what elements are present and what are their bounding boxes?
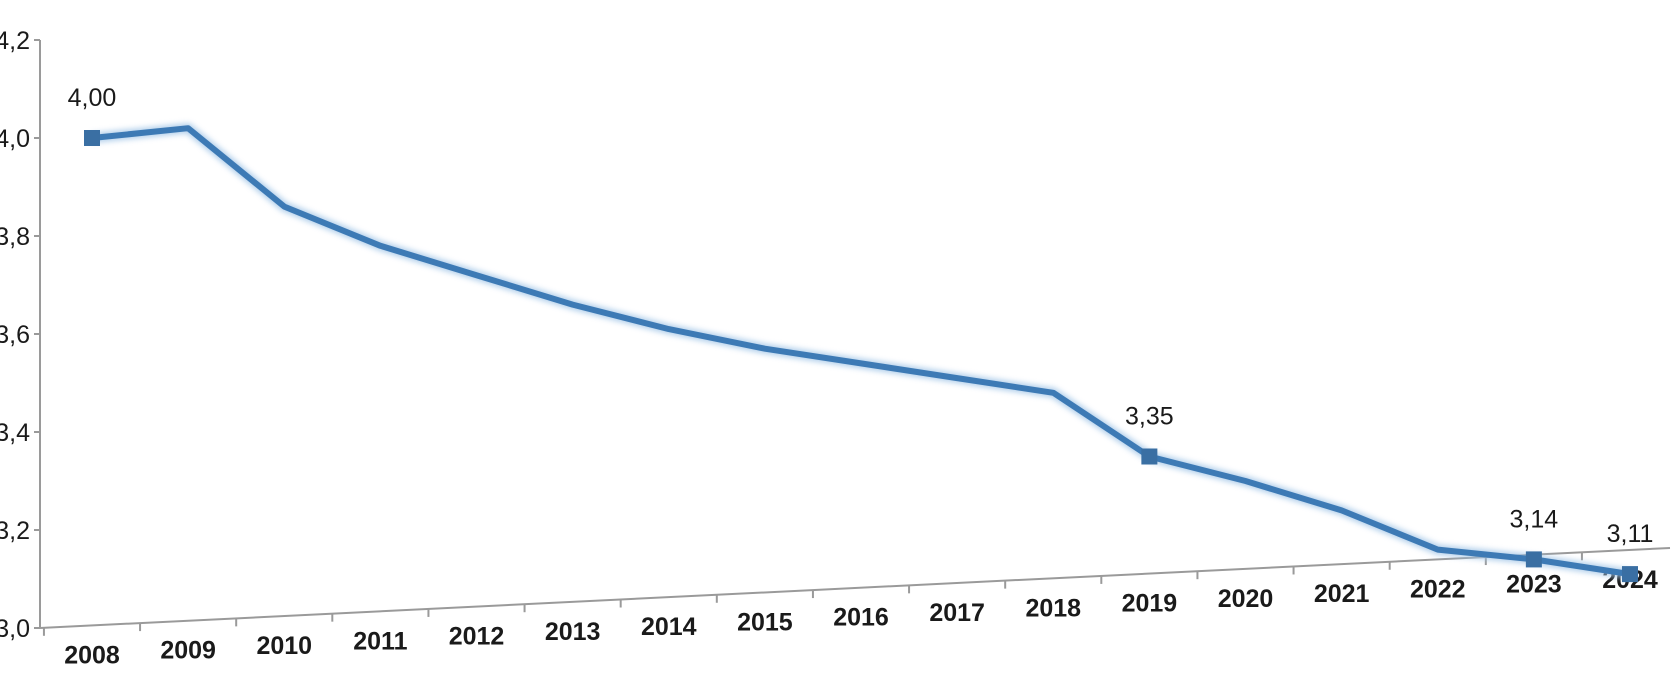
x-tick-label: 2008 <box>64 641 120 669</box>
data-marker <box>84 130 100 146</box>
data-marker <box>1525 551 1542 568</box>
y-tick-label: 4,0 <box>0 125 30 153</box>
y-tick-label: 3,4 <box>0 419 30 447</box>
series-line-glow <box>91 123 1631 580</box>
x-ticks: 2008 2009 2010 2011 2012 2013 2014 2015 2016 2017… <box>42 552 1658 669</box>
x-tick-label: 2019 <box>1122 590 1178 618</box>
x-axis <box>39 547 1671 629</box>
x-tick-label: 2010 <box>256 632 312 660</box>
x-tick-label: 2023 <box>1506 571 1562 599</box>
data-markers <box>84 130 1638 583</box>
data-marker <box>1141 448 1158 465</box>
x-tick-label: 2014 <box>641 613 697 641</box>
x-tick-label: 2011 <box>353 627 407 655</box>
data-labels: 4,00 3,35 3,14 3,11 <box>68 84 1654 548</box>
data-label: 3,11 <box>1607 520 1654 548</box>
y-tick-label: 3,8 <box>0 223 30 251</box>
x-tick-label: 2016 <box>833 604 889 632</box>
y-tick-label: 3,0 <box>0 615 30 643</box>
series-line <box>89 125 1633 578</box>
y-tick-label: 3,2 <box>0 517 30 545</box>
data-label: 3,35 <box>1125 403 1174 431</box>
y-tick-label: 3,6 <box>0 321 30 349</box>
x-tick-label: 2022 <box>1410 575 1466 603</box>
data-marker <box>1622 566 1638 583</box>
x-tick-label: 2009 <box>160 637 216 665</box>
y-ticks: 3,0 3,2 3,4 3,6 3,8 4,0 4,2 <box>0 27 40 643</box>
x-tick-label: 2017 <box>929 599 985 627</box>
x-tick-label: 2012 <box>449 623 505 651</box>
x-tick-label: 2018 <box>1025 594 1081 622</box>
data-label: 4,00 <box>68 84 117 112</box>
x-tick-label: 2021 <box>1314 580 1370 608</box>
x-tick-label: 2015 <box>737 608 793 636</box>
y-tick-label: 4,2 <box>0 27 30 55</box>
data-label: 3,14 <box>1510 505 1559 533</box>
x-tick-label: 2020 <box>1218 585 1274 613</box>
x-tick-label: 2013 <box>545 618 601 646</box>
